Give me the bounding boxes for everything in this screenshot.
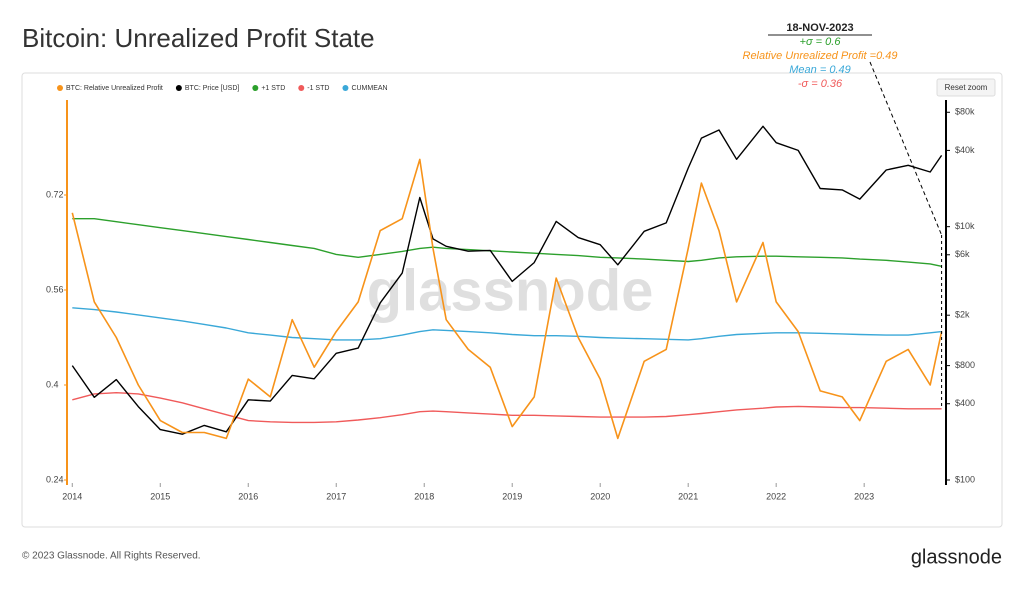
annotation-rup: Relative Unrealized Profit =0.49 — [743, 50, 898, 62]
series-line — [71, 125, 943, 435]
legend-label: BTC: Price [USD] — [185, 85, 240, 92]
watermark: glassnode — [367, 258, 654, 323]
legend-label: -1 STD — [307, 85, 329, 92]
y2-tick-label: $6k — [955, 249, 970, 259]
annotation-leader — [869, 61, 943, 236]
y-tick-label: 0.24 — [46, 474, 64, 484]
y2-tick-label: $2k — [955, 310, 970, 320]
y-tick-label: 0.4 — [46, 379, 59, 389]
y2-tick-label: $100 — [955, 474, 975, 484]
legend-swatch — [298, 85, 305, 91]
x-tick-label: 2015 — [150, 491, 170, 501]
brand: glassnode — [911, 546, 1002, 568]
annotation-mean: Mean = 0.49 — [789, 64, 850, 76]
y2-tick-label: $40k — [955, 145, 975, 155]
legend-swatch — [57, 85, 63, 91]
x-tick-label: 2021 — [678, 491, 698, 501]
annotation-date: 18-NOV-2023 — [786, 22, 853, 34]
y2-tick-label: $400 — [955, 398, 975, 408]
x-tick-label: 2017 — [326, 491, 346, 501]
x-tick-label: 2022 — [766, 491, 786, 501]
reset-zoom-bg[interactable] — [936, 78, 996, 97]
reset-zoom-label[interactable]: Reset zoom — [945, 83, 988, 92]
legend-swatch — [175, 85, 182, 91]
series-line — [71, 158, 943, 440]
x-tick-label: 2020 — [590, 491, 610, 501]
y-tick-label: 0.72 — [46, 189, 64, 199]
annotation-minus-sigma: -σ = 0.36 — [798, 78, 843, 90]
y2-tick-label: $10k — [955, 221, 975, 231]
y-tick-label: 0.56 — [46, 284, 64, 294]
x-tick-label: 2018 — [414, 491, 434, 501]
x-tick-label: 2014 — [62, 491, 82, 501]
y2-tick-label: $800 — [955, 360, 975, 370]
annotation-plus-sigma: +σ = 0.6 — [800, 36, 842, 48]
legend-label: +1 STD — [261, 85, 285, 92]
legend-swatch — [252, 85, 259, 91]
chart-card — [21, 72, 1003, 528]
legend-label: CUMMEAN — [351, 85, 387, 92]
series-line — [72, 218, 942, 267]
x-tick-label: 2016 — [238, 491, 258, 501]
reset-zoom-button[interactable]: Reset zoom — [936, 78, 996, 97]
x-tick-label: 2019 — [502, 491, 522, 501]
series-line — [72, 392, 942, 424]
legend-label: BTC: Relative Unrealized Profit — [66, 85, 163, 92]
y2-tick-label: $80k — [955, 107, 975, 117]
page-title: Bitcoin: Unrealized Profit State — [22, 23, 375, 53]
x-tick-label: 2023 — [854, 491, 874, 501]
legend-swatch — [342, 85, 349, 91]
footer: © 2023 Glassnode. All Rights Reserved. — [22, 551, 201, 562]
